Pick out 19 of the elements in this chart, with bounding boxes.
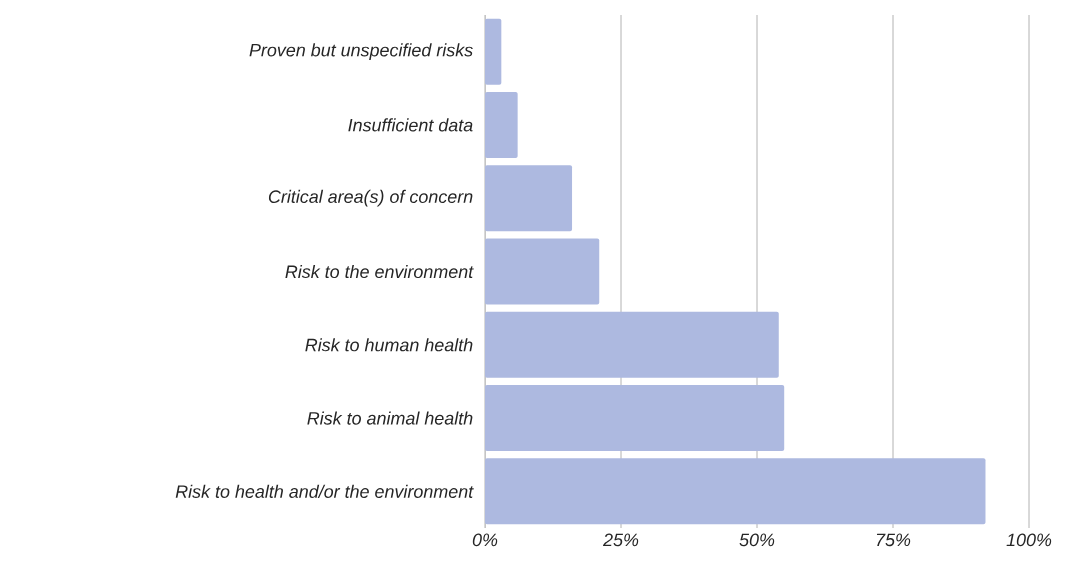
x-tick-label: 100% xyxy=(1006,533,1052,547)
y-tick-label: Insufficient data xyxy=(348,118,473,132)
x-tick-label: 25% xyxy=(602,533,639,547)
bar xyxy=(485,385,785,452)
bar xyxy=(485,458,986,525)
x-tick-label: 50% xyxy=(739,533,775,547)
bar xyxy=(485,165,573,232)
y-tick-label: Critical area(s) of concern xyxy=(268,189,473,207)
x-tick-label: 75% xyxy=(876,533,911,547)
bar xyxy=(485,18,502,85)
bar xyxy=(485,311,779,378)
y-tick-label: Risk to health and/or the environment xyxy=(175,484,474,498)
bar xyxy=(485,91,518,158)
y-tick-label: Risk to animal health xyxy=(307,411,473,425)
y-tick-label: Risk to human health xyxy=(305,338,473,352)
x-tick-label: 0% xyxy=(472,533,498,547)
y-tick-label: Proven but unspecified risks xyxy=(249,43,473,60)
bar xyxy=(485,238,600,305)
y-tick-label: Risk to the environment xyxy=(285,264,474,279)
